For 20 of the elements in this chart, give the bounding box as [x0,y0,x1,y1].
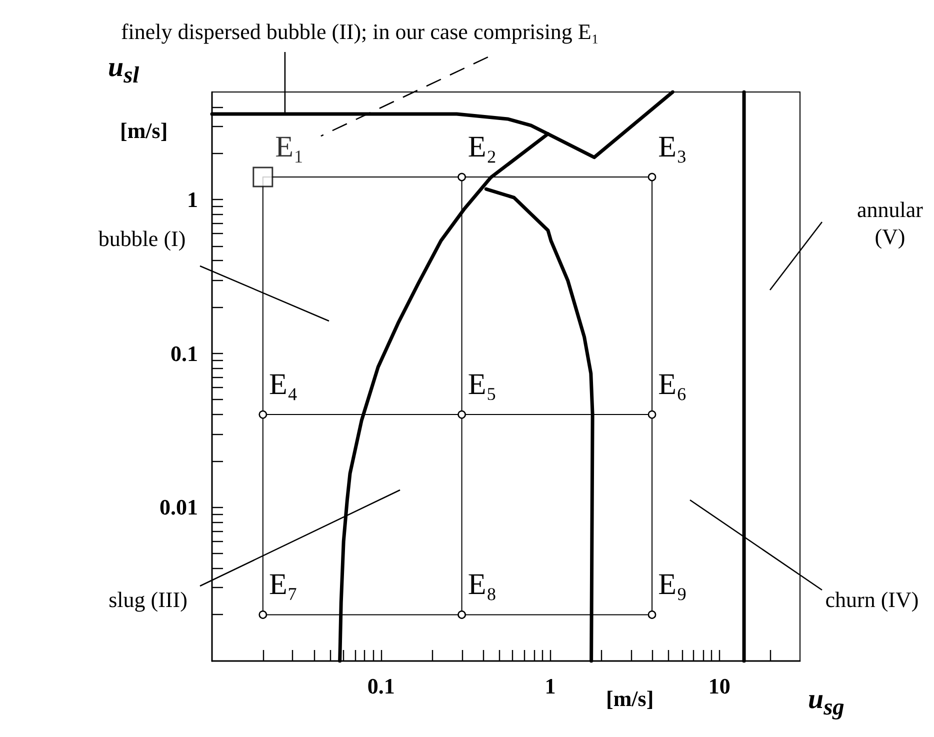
x-tick-label: 0.1 [367,674,395,698]
text: churn (IV) [824,586,920,613]
data-label: E₂ [468,130,497,164]
data-label: E₄ [269,368,298,402]
data-label: E₉ [658,568,687,602]
data-label: E₅ [468,368,497,402]
data-label: E₇ [269,568,298,602]
y-tick-label: 1 [187,187,198,212]
text: slug (III) [108,586,188,613]
y-tick-label: 0.01 [160,494,198,520]
y-tick-label: 0.1 [170,340,198,366]
data-label: E₃ [658,130,687,164]
data-label: E₆ [658,368,687,402]
annotation: finely dispersed bubble (II); in our case comprising E₁ [120,18,600,45]
text: bubble (I) [97,225,187,252]
text: u$_{sl}$ [m/s] [108,52,168,143]
text: annular (V) [856,196,924,250]
x-tick-label: 1 [544,674,556,698]
data-label: E₈ [468,568,497,602]
data-label: E₁ [275,130,304,164]
